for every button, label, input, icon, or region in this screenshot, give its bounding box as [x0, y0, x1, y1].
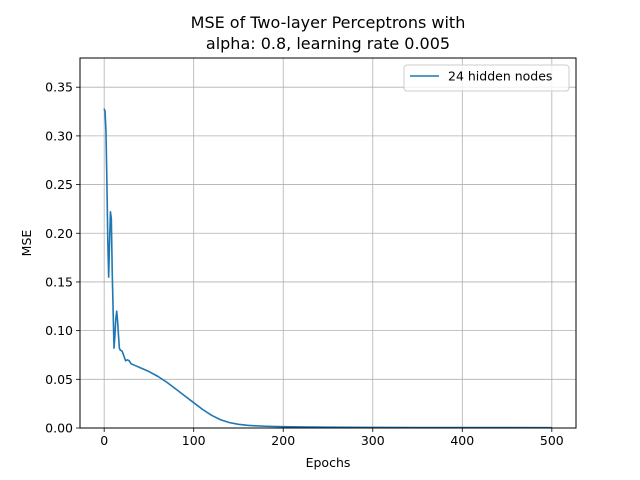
y-axis-label: MSE: [19, 230, 34, 257]
plot-frame: [79, 57, 577, 429]
y-tick-label: 0.10: [45, 323, 73, 338]
x-tick-label: 500: [540, 433, 564, 448]
legend-box: [403, 64, 570, 92]
legend: 24 hidden nodes: [403, 64, 570, 92]
x-tick-label: 400: [450, 433, 474, 448]
y-tick-label: 0.35: [45, 80, 73, 95]
x-tick-label: 0: [100, 433, 108, 448]
chart-title-line1: MSE of Two-layer Perceptrons with: [191, 13, 466, 32]
y-tick-label: 0.20: [45, 226, 73, 241]
x-tick-label: 300: [361, 433, 385, 448]
y-tick-label: 0.05: [45, 372, 73, 387]
x-axis-label: Epochs: [306, 455, 351, 470]
x-tick-label: 100: [182, 433, 206, 448]
series-layer: [103, 108, 552, 429]
series-line-24-hidden-nodes: [103, 108, 552, 429]
tick-layer: 0 100 200 300 400 500 0.00 0.05 0.10 0.15 0.20 0.25…: [45, 80, 564, 448]
legend-label-24-hidden-nodes: 24 hidden nodes: [448, 69, 552, 84]
y-tick-label: 0.30: [45, 128, 73, 143]
chart-title-line2: alpha: 0.8, learning rate 0.005: [206, 34, 450, 53]
y-tick-label: 0.25: [45, 177, 73, 192]
y-tick-label: 0.00: [45, 421, 73, 436]
y-tick-label: 0.15: [45, 274, 73, 289]
x-tick-label: 200: [271, 433, 295, 448]
